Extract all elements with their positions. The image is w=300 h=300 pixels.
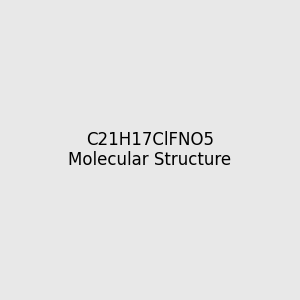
Text: C21H17ClFNO5
Molecular Structure: C21H17ClFNO5 Molecular Structure xyxy=(68,130,232,170)
